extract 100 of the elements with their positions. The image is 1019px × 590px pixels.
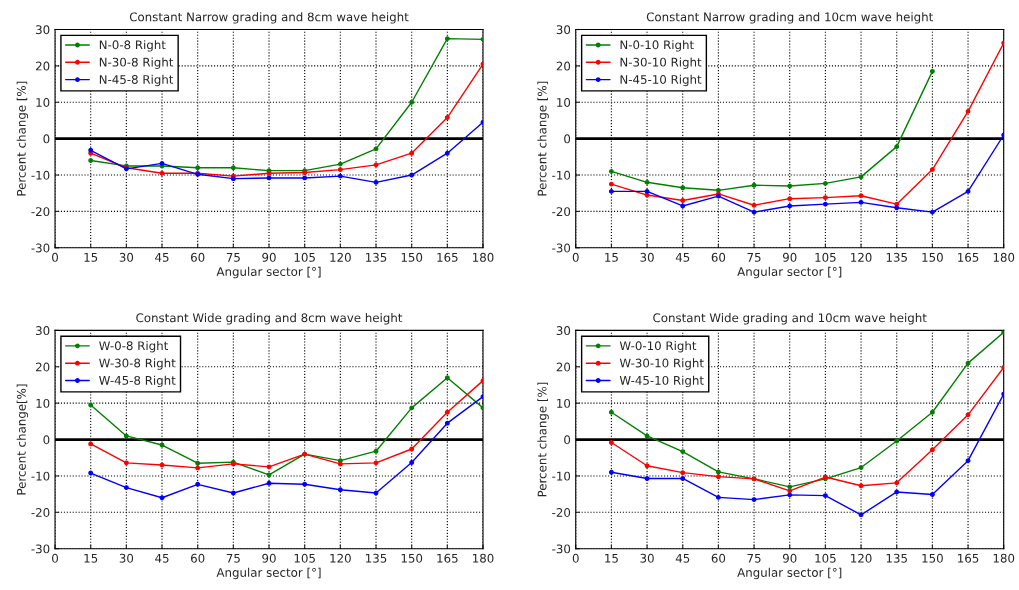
legend-label: N-0-8 Right — [99, 40, 166, 52]
x-tick-label: 75 — [747, 253, 761, 262]
y-tick-label: 10 — [36, 398, 50, 408]
x-tick-label: 120 — [851, 553, 872, 563]
chart-title: Constant Narrow grading and 10cm wave height — [646, 12, 933, 24]
x-tick-label: 135 — [886, 252, 907, 262]
x-tick-label: 180 — [473, 252, 494, 262]
y-tick-label: 10 — [36, 97, 50, 107]
y-tick-label: -20 — [552, 207, 571, 217]
y-tick-label: -20 — [552, 508, 571, 517]
x-tick-label: 15 — [605, 553, 618, 563]
legend-label: W-30-8 Right — [99, 358, 176, 370]
x-tick-label: 30 — [119, 553, 134, 563]
x-tick-label: 180 — [473, 553, 494, 563]
x-tick-label: 180 — [993, 553, 1015, 563]
x-tick-label: 90 — [782, 252, 797, 262]
x-tick-label: 165 — [958, 553, 979, 563]
x-tick-label: 165 — [958, 252, 979, 262]
x-tick-label: 0 — [572, 553, 579, 563]
legend-label: W-0-10 Right — [619, 341, 697, 353]
x-tick-label: 105 — [294, 252, 315, 262]
x-tick-label: 135 — [366, 553, 387, 563]
y-tick-label: 10 — [557, 398, 571, 408]
x-tick-label: 75 — [226, 553, 240, 563]
x-tick-label: 15 — [605, 253, 618, 262]
x-tick-label: 150 — [401, 252, 423, 262]
x-tick-label: 165 — [437, 252, 458, 262]
x-tick-label: 45 — [675, 553, 690, 563]
legend-label: N-45-8 Right — [99, 74, 174, 87]
x-tick-label: 15 — [84, 253, 98, 262]
y-axis-title: Percent change [%] — [537, 81, 549, 196]
y-axis-title: Percent change [%] — [16, 81, 29, 196]
x-tick-label: 180 — [993, 252, 1015, 262]
y-tick-label: 20 — [36, 61, 50, 71]
legend-label: N-45-10 Right — [620, 74, 702, 87]
x-tick-label: 90 — [262, 252, 276, 262]
y-tick-label: 20 — [36, 362, 50, 372]
y-tick-label: -10 — [31, 471, 50, 481]
y-tick-label: -30 — [31, 243, 50, 253]
legend-label: W-0-8 Right — [99, 341, 169, 353]
y-tick-label: 0 — [43, 435, 50, 445]
x-tick-label: 45 — [675, 253, 690, 262]
x-tick-label: 15 — [84, 553, 98, 563]
x-tick-label: 75 — [226, 253, 240, 262]
x-tick-label: 150 — [922, 553, 943, 563]
legend-label: W-45-10 Right — [619, 375, 704, 388]
x-axis-title: Angular sector [°] — [737, 567, 842, 580]
x-tick-label: 90 — [262, 553, 276, 563]
y-tick-label: 10 — [557, 97, 571, 107]
x-tick-label: 120 — [851, 252, 872, 262]
x-tick-label: 150 — [401, 553, 423, 563]
x-tick-label: 60 — [711, 553, 726, 563]
y-tick-label: 20 — [556, 362, 571, 372]
x-tick-label: 0 — [52, 553, 58, 563]
x-tick-label: 135 — [366, 252, 387, 262]
y-tick-label: -20 — [31, 207, 50, 217]
y-axis-title: Percent change [%] — [537, 382, 549, 497]
y-tick-label: 0 — [564, 134, 571, 144]
x-tick-label: 75 — [747, 553, 761, 563]
x-tick-label: 105 — [294, 553, 315, 563]
chart-title: Constant Wide grading and 8cm wave height — [136, 313, 403, 325]
legend-label: N-0-10 Right — [620, 40, 694, 52]
legend-label: W-45-8 Right — [99, 375, 176, 388]
legend-label: N-30-10 Right — [620, 57, 702, 69]
x-tick-label: 105 — [815, 252, 836, 262]
y-tick-label: -30 — [31, 544, 50, 554]
x-tick-label: 30 — [119, 252, 134, 262]
x-tick-label: 45 — [155, 553, 169, 563]
x-tick-label: 105 — [815, 553, 836, 563]
y-tick-label: 20 — [556, 61, 571, 71]
x-tick-label: 60 — [191, 553, 205, 563]
x-tick-label: 0 — [572, 252, 579, 262]
x-tick-label: 45 — [155, 253, 169, 262]
x-tick-label: 60 — [711, 252, 726, 262]
y-tick-label: -10 — [552, 170, 571, 180]
y-tick-label: 30 — [556, 326, 571, 336]
x-tick-label: 150 — [922, 252, 943, 262]
x-axis-title: Angular sector [°] — [737, 266, 842, 279]
y-tick-label: -20 — [31, 508, 50, 517]
y-tick-label: -30 — [552, 243, 571, 253]
y-tick-label: 30 — [36, 25, 50, 35]
legend-label: N-30-8 Right — [99, 57, 174, 69]
legend-label: W-30-10 Right — [619, 358, 704, 370]
y-tick-label: 30 — [36, 326, 50, 336]
y-tick-label: 30 — [556, 25, 571, 35]
x-tick-label: 30 — [640, 553, 654, 563]
x-tick-label: 60 — [191, 252, 205, 262]
y-tick-label: -30 — [552, 544, 571, 554]
x-tick-label: 0 — [52, 252, 58, 262]
y-tick-label: -10 — [552, 471, 571, 481]
x-tick-label: 30 — [640, 252, 654, 262]
chart-title: Constant Narrow grading and 8cm wave height — [129, 12, 409, 24]
x-tick-label: 90 — [782, 553, 797, 563]
y-tick-label: 0 — [564, 435, 571, 445]
x-tick-label: 120 — [330, 553, 351, 563]
y-axis-title: Percent change[%] — [16, 384, 29, 495]
y-tick-label: 0 — [43, 134, 50, 144]
x-axis-title: Angular sector [°] — [216, 266, 321, 279]
x-axis-title: Angular sector [°] — [216, 567, 321, 580]
chart-title: Constant Wide grading and 10cm wave height — [653, 313, 927, 325]
